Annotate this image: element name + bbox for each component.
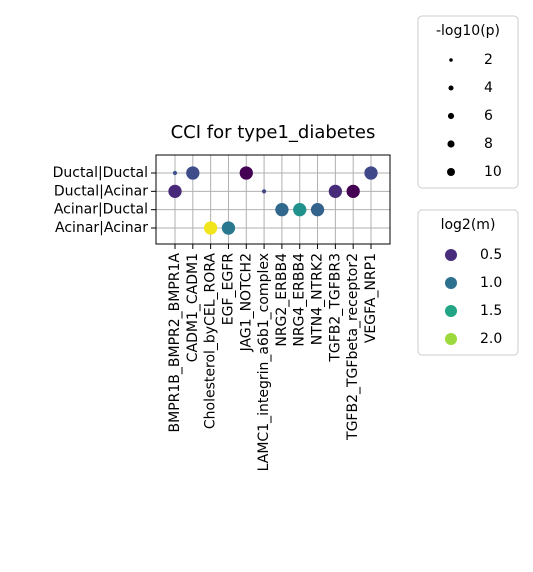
dot [172, 170, 178, 176]
x-tick-label: EGF_EGFR [220, 253, 236, 325]
size-legend-dot [447, 112, 455, 120]
size-legend-label: 4 [484, 80, 493, 96]
color-legend-label: 1.5 [480, 303, 502, 319]
color-legend-dot [445, 249, 457, 261]
size-legend-dot [448, 85, 454, 91]
dot [203, 221, 218, 235]
size-legend-box [417, 15, 519, 189]
dot [221, 221, 236, 235]
dot [239, 166, 253, 180]
x-tick-label: Cholesterol_byCEL_RORA [203, 253, 219, 430]
color-legend-box [417, 209, 519, 356]
dot [293, 203, 307, 217]
y-tick-label: Ductal|Acinar [54, 183, 148, 199]
color-legend-label: 0.5 [480, 247, 502, 263]
x-tick-label: JAG1_NOTCH2 [238, 253, 254, 352]
y-tick-label: Ductal|Ductal [53, 165, 148, 181]
dot [364, 166, 378, 180]
color-legend-label: 1.0 [480, 275, 502, 291]
x-tick-label: LAMC1_integrin_a6b1_complex [256, 253, 272, 471]
x-tick-label: BMPR1B_BMPR2_BMPR1A [167, 253, 183, 433]
color-legend-title: log2(m) [441, 217, 496, 233]
size-legend-dot [447, 140, 455, 148]
dot [275, 203, 289, 217]
dot [328, 184, 343, 198]
size-legend-dot [447, 168, 455, 176]
chart-title: CCI for type1_diabetes [171, 122, 376, 143]
color-legend-dot [445, 277, 457, 289]
size-legend-label: 8 [484, 136, 493, 152]
color-legend-label: 2.0 [480, 331, 502, 347]
x-tick-label: TGFB2_TGFbeta_receptor2 [345, 253, 361, 441]
size-legend-label: 2 [484, 52, 493, 68]
x-tick-label: NTN4_NTRK2 [310, 253, 326, 345]
dot [310, 203, 325, 217]
dot [261, 189, 267, 194]
y-tick-label: Acinar|Ductal [54, 202, 148, 218]
color-legend-dot [445, 333, 457, 345]
size-legend-title: -log10(p) [436, 23, 500, 39]
x-tick-label: TGFB2_TGFBR3 [327, 253, 343, 363]
x-tick-label: NRG4_ERBB4 [292, 253, 308, 347]
x-tick-label: CADM1_CADM1 [185, 253, 201, 362]
x-tick-label: VEGFA_NRP1 [363, 253, 379, 343]
dot [168, 184, 182, 198]
dot [186, 166, 200, 180]
size-legend-label: 6 [484, 108, 493, 124]
size-legend-label: 10 [484, 164, 502, 180]
y-tick-label: Acinar|Acinar [55, 220, 148, 236]
x-tick-label: NRG2_ERBB4 [274, 253, 290, 347]
size-legend-dot [449, 58, 453, 62]
color-legend-dot [445, 305, 457, 317]
plot-frame [155, 154, 391, 245]
dot [346, 184, 360, 198]
